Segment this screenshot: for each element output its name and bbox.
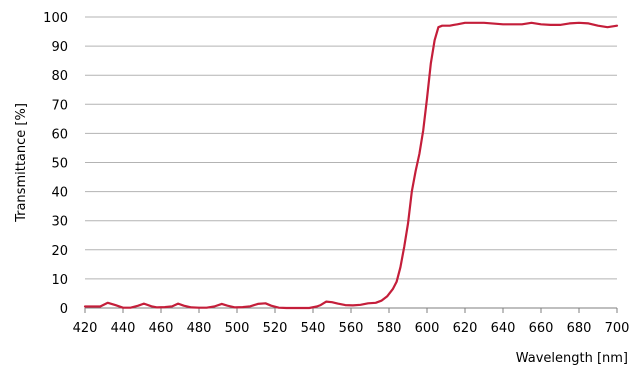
x-tick-label-540: 540 — [301, 321, 326, 336]
x-tick-label-440: 440 — [111, 321, 136, 336]
x-tick-label-580: 580 — [377, 321, 402, 336]
x-tick-label-420: 420 — [73, 321, 98, 336]
x-tick-label-660: 660 — [529, 321, 554, 336]
x-tick-label-480: 480 — [187, 321, 212, 336]
x-tick-label-620: 620 — [453, 321, 478, 336]
series-layer — [83, 21, 619, 310]
x-tick-label-700: 700 — [605, 321, 630, 336]
gridlines — [85, 16, 617, 280]
y-tick-label-20: 20 — [51, 244, 68, 259]
y-tick-label-30: 30 — [51, 215, 68, 230]
x-axis-label: Wavelength [nm] — [516, 351, 628, 366]
y-tick-label-90: 90 — [51, 40, 68, 55]
y-tick-label-10: 10 — [51, 273, 68, 288]
y-tick-label-100: 100 — [43, 11, 68, 26]
y-tick-label-0: 0 — [60, 302, 68, 317]
x-tick-label-600: 600 — [415, 321, 440, 336]
y-tick-label-40: 40 — [51, 186, 68, 201]
y-tick-labels: 0 10 20 30 40 50 60 70 80 90 100 — [43, 11, 68, 317]
x-tick-label-560: 560 — [339, 321, 364, 336]
x-tick-labels: 420 440 460 480 500 520 540 560 580 600 620 640 660 6… — [73, 308, 630, 336]
x-tick-label-680: 680 — [567, 321, 592, 336]
x-tick-label-460: 460 — [149, 321, 174, 336]
x-tick-label-640: 640 — [491, 321, 516, 336]
y-tick-label-80: 80 — [51, 69, 68, 84]
y-tick-label-70: 70 — [51, 98, 68, 113]
y-axis-label: Transmittance [%] — [14, 103, 29, 223]
x-tick-label-520: 520 — [263, 321, 288, 336]
series-line-0 — [83, 21, 619, 310]
y-tick-label-50: 50 — [51, 157, 68, 172]
y-tick-label-60: 60 — [51, 127, 68, 142]
x-tick-label-500: 500 — [225, 321, 250, 336]
